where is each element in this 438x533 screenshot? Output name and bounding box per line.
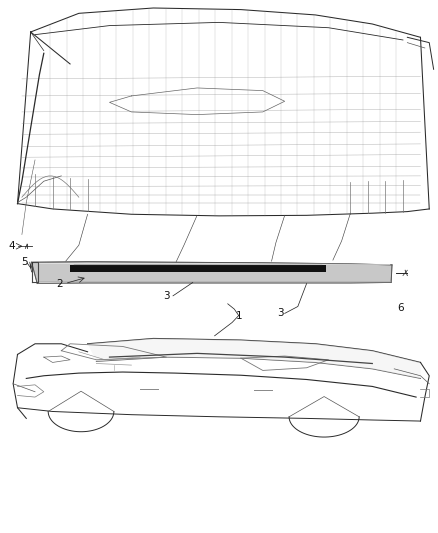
Bar	[70, 265, 326, 272]
Text: 1: 1	[235, 311, 242, 320]
Text: 6: 6	[397, 303, 404, 313]
Text: 3: 3	[277, 309, 284, 318]
Text: 3: 3	[163, 291, 170, 301]
Text: 5: 5	[21, 257, 28, 267]
Polygon shape	[88, 338, 420, 378]
Polygon shape	[32, 262, 392, 284]
Text: 4: 4	[8, 241, 15, 251]
Text: 2: 2	[56, 279, 63, 288]
